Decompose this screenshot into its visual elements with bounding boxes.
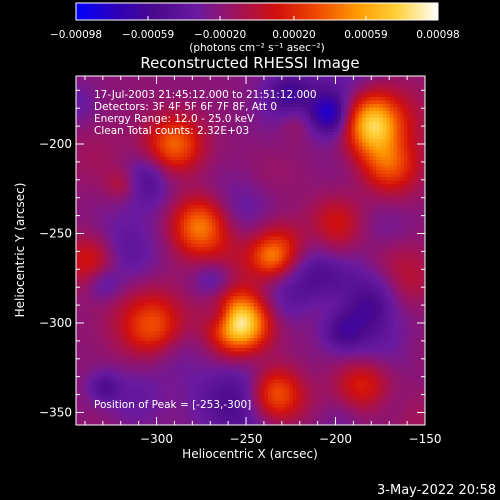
x-tick-label: −300 [140,432,173,446]
y-tick-label: −250 [39,226,72,240]
info-line: Energy Range: 12.0 - 25.0 keV [94,113,255,125]
y-tick-label: −200 [39,137,72,151]
info-text-block: 17-Jul-2003 21:45:12.000 to 21:51:12.000… [94,89,317,137]
colorbar-tick-label: −0.00020 [194,29,246,41]
info-line: 17-Jul-2003 21:45:12.000 to 21:51:12.000 [94,89,317,101]
info-line: Clean Total counts: 2.32E+03 [94,125,249,137]
colorbar-tick-label: 0.00059 [344,29,387,41]
x-axis-label: Heliocentric X (arcsec) [182,447,318,461]
y-tick-label: −300 [39,316,72,330]
colorbar [75,2,439,21]
x-tick-label: −200 [319,432,352,446]
colorbar-ticks: −0.00098 −0.00059 −0.00020 0.00020 0.00059 0.… [50,16,460,41]
heatmap-image [76,76,425,425]
y-tick-label: −350 [39,405,72,419]
axis-ticks: −300 −250 −200 −150 −350 −300 −250 −200 [39,76,441,446]
colorbar-units-label: (photons cm⁻² s⁻¹ asec⁻²) [189,42,324,54]
colorbar-tick-label: −0.00098 [50,29,102,41]
footer-timestamp: 3-May-2022 20:58 [377,483,496,498]
peak-position-label: Position of Peak = [-253,-300] [94,399,251,411]
colorbar-tick-label: 0.00020 [272,29,315,41]
colorbar-tick-label: −0.00059 [122,29,174,41]
colorbar-tick-label: 0.00098 [416,29,459,41]
y-axis-label: Heliocentric Y (arcsec) [13,183,27,318]
info-line: Detectors: 3F 4F 5F 6F 7F 8F, Att 0 [94,101,277,113]
x-tick-label: −150 [409,432,442,446]
plot-frame [75,75,426,426]
chart-title: Reconstructed RHESSI Image [140,54,359,72]
x-tick-label: −250 [230,432,263,446]
